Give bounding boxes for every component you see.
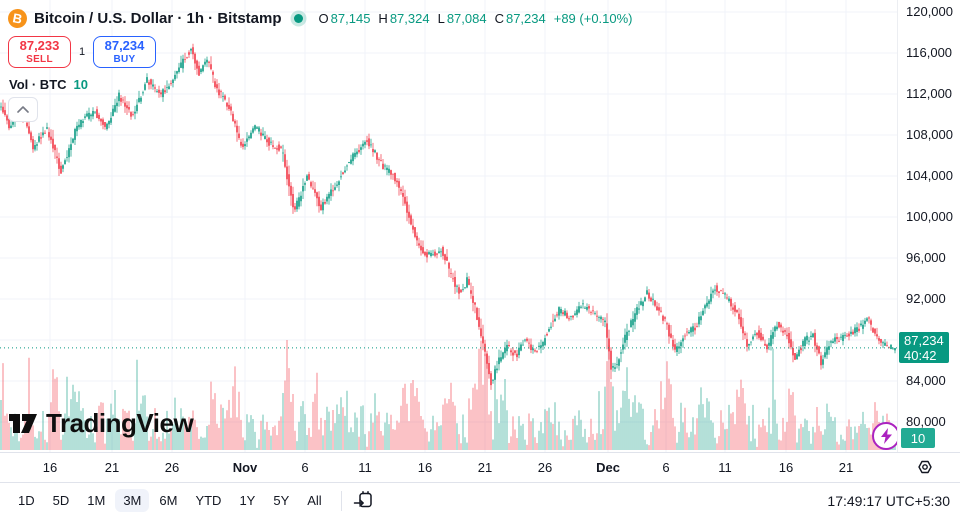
low-value: 87,084 (446, 10, 487, 26)
price-axis-label: 120,000 (906, 4, 953, 19)
sell-price: 87,233 (19, 38, 60, 54)
quick-trade-lightning-button[interactable] (872, 422, 897, 450)
range-button-ytd[interactable]: YTD (187, 489, 229, 512)
time-axis-label: 6 (662, 460, 670, 475)
time-axis-label: 16 (417, 460, 433, 475)
price-axis-label: 104,000 (906, 168, 953, 183)
buy-price: 87,234 (104, 38, 145, 54)
time-axis-label: 16 (42, 460, 58, 475)
time-axis-label: 26 (164, 460, 180, 475)
symbol-header: B Bitcoin / U.S. Dollar · 1h · Bitstamp … (6, 6, 633, 30)
time-axis-label: Dec (596, 460, 620, 475)
range-button-1m[interactable]: 1M (79, 489, 113, 512)
range-button-6m[interactable]: 6M (151, 489, 185, 512)
range-button-1y[interactable]: 1Y (231, 489, 263, 512)
buy-label: BUY (113, 53, 136, 65)
bar-countdown: 40:42 (904, 348, 937, 363)
price-axis-label: 116,000 (906, 45, 953, 60)
close-value: 87,234 (505, 10, 546, 26)
tradingview-logo-icon (9, 414, 37, 433)
time-axis[interactable]: 16 21 26 Nov 6 11 16 21 26 Dec 6 11 16 21 (0, 452, 960, 482)
time-axis-label: Nov (232, 460, 258, 475)
price-axis-label: 100,000 (906, 209, 953, 224)
gear-icon (918, 460, 932, 474)
time-axis-label: 6 (301, 460, 309, 475)
time-axis-label: 16 (778, 460, 794, 475)
high-label: H (378, 10, 388, 26)
price-axis[interactable]: 120,000 116,000 112,000 108,000 104,000 100,0… (897, 0, 960, 452)
go-to-date-button[interactable] (353, 490, 374, 511)
clock-display[interactable]: 17:49:17 UTC+5:30 (827, 492, 950, 509)
range-button-all[interactable]: All (299, 489, 329, 512)
bitcoin-icon: B (6, 6, 29, 30)
time-axis-label: 21 (838, 460, 854, 475)
trade-buttons: 87,233 SELL 1 87,234 BUY (8, 36, 156, 68)
current-price-value: 87,234 (904, 333, 944, 348)
time-axis-label: 21 (477, 460, 493, 475)
volume-indicator-label: Vol · BTC (9, 77, 67, 92)
time-axis-label: 21 (104, 460, 120, 475)
price-axis-label: 112,000 (906, 86, 953, 101)
price-axis-label: 80,000 (906, 414, 946, 429)
low-label: L (437, 10, 445, 26)
high-value: 87,324 (389, 10, 430, 26)
bottom-toolbar: 1D 5D 1M 3M 6M YTD 1Y 5Y All 17:49:17 UTC+5:30 (0, 482, 960, 518)
tradingview-watermark: TradingView (8, 408, 194, 439)
time-axis-label: 11 (718, 460, 732, 475)
spread-value: 1 (78, 46, 86, 58)
range-button-5y[interactable]: 5Y (265, 489, 297, 512)
range-button-5d[interactable]: 5D (45, 489, 78, 512)
symbol-title[interactable]: Bitcoin / U.S. Dollar · 1h · Bitstamp (34, 9, 282, 27)
chevron-up-icon (17, 106, 29, 113)
sell-button[interactable]: 87,233 SELL (8, 36, 71, 68)
watermark-text: TradingView (46, 408, 194, 438)
price-axis-label: 108,000 (906, 127, 953, 142)
axis-settings-button[interactable] (916, 458, 934, 481)
open-label: O (318, 10, 329, 26)
market-status-dot[interactable] (293, 13, 303, 23)
change-value: +89 (+0.10%) (553, 10, 633, 26)
price-axis-label: 96,000 (906, 250, 946, 265)
time-axis-label: 11 (358, 460, 372, 475)
ohlc-values: O 87,145 H 87,324 L 87,084 C 87,234 +89 (+0.… (319, 11, 633, 26)
current-price-badge: 87,234 40:42 (899, 332, 949, 363)
toolbar-divider (340, 490, 342, 511)
lightning-bolt-icon (880, 428, 892, 444)
collapse-pane-button[interactable] (8, 97, 38, 122)
sell-label: SELL (26, 53, 53, 65)
chart-pane[interactable]: TradingView B Bitcoin / U.S. Dollar · 1h… (0, 0, 897, 452)
volume-value-badge: 10 (901, 428, 935, 448)
range-button-3m[interactable]: 3M (115, 489, 150, 512)
volume-indicator-row[interactable]: Vol · BTC 10 (9, 77, 88, 92)
buy-button[interactable]: 87,234 BUY (93, 36, 156, 68)
close-label: C (494, 10, 504, 26)
price-axis-label: 92,000 (906, 291, 946, 306)
price-axis-label: 84,000 (906, 373, 946, 388)
date-range-buttons: 1D 5D 1M 3M 6M YTD 1Y 5Y All (10, 489, 374, 512)
calendar-arrow-icon (353, 491, 372, 508)
open-value: 87,145 (330, 10, 371, 26)
range-button-1d[interactable]: 1D (10, 489, 43, 512)
volume-indicator-value: 10 (73, 77, 88, 92)
candlestick-chart (0, 0, 897, 452)
time-axis-label: 26 (537, 460, 553, 475)
